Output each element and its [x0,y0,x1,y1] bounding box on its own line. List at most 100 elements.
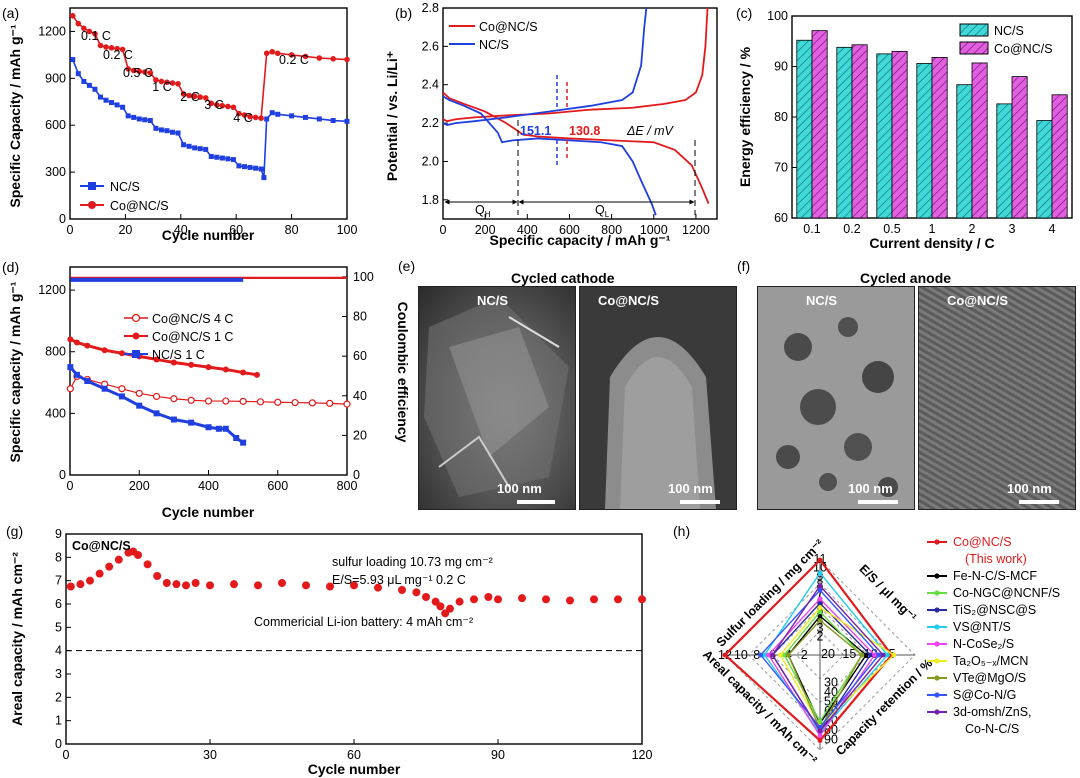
y-tick-label: 5 [55,620,62,634]
radar-point [766,652,771,658]
data-point-ncs [242,164,248,170]
panel-a-frame [69,7,348,220]
scale-bar [680,500,720,504]
panel-h-legend: Co@NC/S (This work) Fe-N-C/S-MCF Co-NGC@NCN… [927,535,1060,736]
data-point-areal [172,580,181,589]
data-point-ncs-1c [205,424,212,431]
data-point-conc [175,81,181,87]
data-point-ncs [75,71,81,77]
data-point-4c [152,392,161,401]
legend-entry: 3d-omsh/ZnS, [953,705,1032,719]
y2-tick-label: 40 [353,389,367,403]
x-tick-label: 400 [198,479,219,493]
y2-tick-label: 60 [353,349,367,363]
data-point-conc [258,115,264,121]
legend-entry-note: (This work) [965,552,1027,566]
y-tick-label: 7 [55,574,62,588]
legend-a-ncs: NC/S [110,180,140,194]
data-point-conc [191,93,198,100]
data-point-ncs [192,145,198,151]
panel-g-xlabel: Cycle number [308,761,401,777]
data-point-ncs [253,165,259,171]
legend-entry: Fe-N-C/S-MCF [953,569,1037,583]
legend-c-ncs: NC/S [994,24,1024,38]
qh-label: QH [475,203,491,219]
data-point-ncs-1c [101,385,108,392]
y-tick-label: 300 [45,165,66,179]
y-tick-label: 6 [55,597,62,611]
data-point-conc [180,91,187,97]
data-point-conc-1c [253,371,260,378]
radar-point [872,652,878,658]
y-tick-label: 2 [55,690,62,704]
data-point-4c [118,385,126,393]
x-tick-label: 800 [337,479,358,493]
bar-ncs [836,46,853,219]
data-point-conc [97,42,104,49]
sem-f-right-scale: 100 nm [1007,481,1052,496]
data-point-areal [494,595,502,604]
radar-point [817,605,823,610]
data-point-4c [343,400,351,408]
data-point-areal [206,581,214,590]
data-point-ncs [86,82,92,88]
data-point-ncs-1c [188,419,195,426]
radar-point [817,609,823,615]
data-point-areal [230,580,238,589]
data-point-areal [95,569,104,578]
data-point-conc [136,68,143,75]
radar-tick-es: 20 [821,647,835,661]
sem-cathode-conc: Co@NC/S 100 nm [579,286,737,510]
scale-bar [858,500,898,504]
panel-d-label: (d) [2,259,19,275]
legend-marker-8 [934,692,940,698]
y-tick-label: 2.2 [422,116,439,130]
radar-tick-retention: 80 [824,723,838,737]
radar-tick-sulfur: 9 [817,569,824,583]
data-point-4c [187,396,195,404]
data-point-conc [247,113,253,120]
y2-tick-label: 80 [353,310,367,324]
sem-e-right-scale: 100 nm [668,481,713,496]
legend-d-ncs: NC/S 1 C [152,348,205,362]
data-point-ncs [114,102,120,108]
y-tick-label: 8 [55,550,62,564]
panel-c-legend: NC/S Co@NC/S [959,23,1053,56]
data-point-4c [135,389,143,397]
data-point-conc [214,102,220,108]
x-tick-label: 600 [267,479,288,493]
data-point-conc [225,103,231,110]
panel-b-frame [442,7,718,220]
bar-conc [931,57,948,219]
x-tick-label: 400 [517,223,538,237]
bar-ncs [996,103,1013,219]
legend-entry: S@Co-N/G [953,688,1016,702]
data-point-areal [302,581,310,590]
radar-tick-retention: 30 [824,676,838,690]
data-point-conc-1c [188,361,195,368]
data-point-conc [344,56,350,63]
radar-point [817,738,823,743]
dE-blue: 151.1 [520,124,551,138]
rate-label: 0.5 C [123,66,153,80]
data-point-areal [86,576,94,585]
y-tick-label: 1 [55,714,62,728]
bar-conc [1011,76,1028,219]
data-point-conc [241,112,248,118]
data-point-conc-1c [222,366,229,373]
sem-anode-ncs: NC/S 100 nm [757,286,915,510]
radar-point [778,652,783,658]
data-point-ncs-1c [222,425,229,432]
panel-b-legend: Co@NC/S NC/S [449,20,538,52]
x-tick-label: 4 [1049,222,1056,236]
y-tick-label: 1200 [38,24,66,38]
data-point-ncs [97,94,103,100]
bar-conc [851,44,868,219]
radar-tick-es: 15 [842,647,856,661]
radar-tick-areal: 2 [801,648,808,662]
data-point-conc [302,53,309,60]
data-point-ncs [125,113,131,119]
data-point-areal [374,583,382,592]
data-point-ncs [261,175,267,181]
data-point-ncs [225,156,231,162]
